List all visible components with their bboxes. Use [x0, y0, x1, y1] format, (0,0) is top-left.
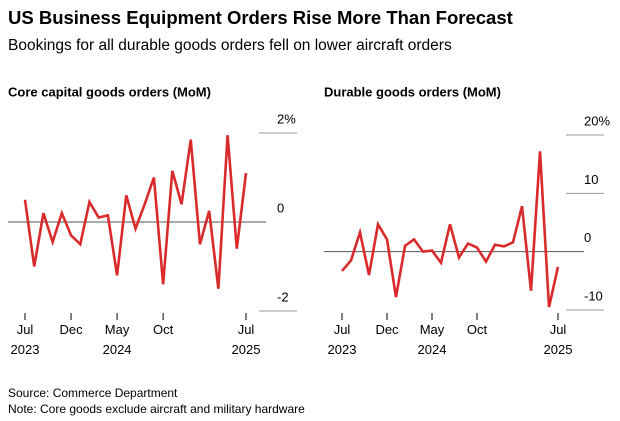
- data-line: [23, 135, 248, 289]
- y-tick-label: 0: [584, 230, 591, 245]
- data-line: [341, 151, 560, 308]
- note: Note: Core goods exclude aircraft and mi…: [8, 402, 305, 416]
- panel-title: Durable goods orders (MoM): [324, 84, 501, 99]
- x-tick-label: May 2024: [417, 322, 447, 357]
- title: US Business Equipment Orders Rise More T…: [8, 7, 513, 28]
- y-tick-label: -2: [277, 289, 289, 304]
- x-tick-label: May 2024: [102, 322, 132, 357]
- x-tick-label: Dec: [375, 322, 399, 337]
- y-tick-label: 10: [584, 172, 598, 187]
- x-tick-label: Jul 2023: [327, 322, 357, 357]
- x-tick-label: Oct: [466, 322, 488, 337]
- y-tick-label: 2%: [277, 111, 296, 126]
- source: Source: Commerce Department: [8, 386, 178, 400]
- x-tick-label: Oct: [153, 322, 174, 337]
- subtitle: Bookings for all durable goods orders fe…: [8, 37, 452, 54]
- panel-title: Core capital goods orders (MoM): [8, 84, 211, 99]
- y-tick-label: -10: [584, 288, 603, 303]
- y-tick-label: 20%: [584, 113, 610, 128]
- y-tick-label: 0: [277, 200, 284, 215]
- x-tick-label: Jul 2025: [543, 322, 573, 357]
- x-tick-label: Jul 2025: [231, 322, 261, 357]
- x-tick-label: Dec: [59, 322, 83, 337]
- x-tick-label: Jul 2023: [10, 322, 40, 357]
